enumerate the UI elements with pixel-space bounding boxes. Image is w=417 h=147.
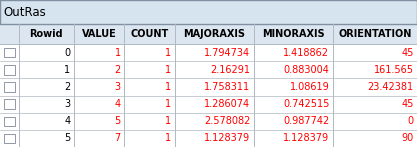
Text: 1: 1 <box>166 99 171 109</box>
Text: 2: 2 <box>64 82 70 92</box>
Bar <box>4 65 15 75</box>
Text: 1.758311: 1.758311 <box>204 82 251 92</box>
Text: 0.883004: 0.883004 <box>284 65 329 75</box>
Text: 3: 3 <box>64 99 70 109</box>
Text: 1: 1 <box>166 82 171 92</box>
Text: MAJORAXIS: MAJORAXIS <box>183 29 245 39</box>
Bar <box>4 82 15 92</box>
Text: MINORAXIS: MINORAXIS <box>262 29 324 39</box>
Text: Rowid: Rowid <box>30 29 63 39</box>
Text: 23.42381: 23.42381 <box>367 82 414 92</box>
Text: 0: 0 <box>64 48 70 58</box>
Bar <box>4 99 15 109</box>
Text: 1: 1 <box>166 116 171 126</box>
Text: 45: 45 <box>401 99 414 109</box>
Bar <box>0 113 417 130</box>
Text: 4: 4 <box>115 99 121 109</box>
Text: 1: 1 <box>64 65 70 75</box>
Bar <box>0 44 417 61</box>
Text: 5: 5 <box>115 116 121 126</box>
Text: 0: 0 <box>407 116 414 126</box>
Text: 7: 7 <box>115 133 121 143</box>
Bar <box>0 96 417 113</box>
Text: 1: 1 <box>166 65 171 75</box>
Text: ORIENTATION: ORIENTATION <box>338 29 412 39</box>
Text: 45: 45 <box>401 48 414 58</box>
Bar <box>0 61 417 78</box>
Text: 2: 2 <box>115 65 121 75</box>
Text: 2.16291: 2.16291 <box>211 65 251 75</box>
Bar <box>0 0 417 24</box>
Text: 2.578082: 2.578082 <box>204 116 251 126</box>
Text: VALUE: VALUE <box>82 29 116 39</box>
Text: 1: 1 <box>115 48 121 58</box>
Text: 90: 90 <box>402 133 414 143</box>
Text: 161.565: 161.565 <box>374 65 414 75</box>
Text: 1.286074: 1.286074 <box>204 99 251 109</box>
Bar <box>4 134 15 143</box>
Text: 1: 1 <box>166 48 171 58</box>
Bar <box>4 48 15 57</box>
Text: 3: 3 <box>115 82 121 92</box>
Text: 4: 4 <box>64 116 70 126</box>
Text: 1.08619: 1.08619 <box>290 82 329 92</box>
Text: 5: 5 <box>64 133 70 143</box>
Text: COUNT: COUNT <box>131 29 168 39</box>
Text: 1.794734: 1.794734 <box>204 48 251 58</box>
Bar <box>0 130 417 147</box>
Bar <box>0 24 417 44</box>
Text: 1: 1 <box>166 133 171 143</box>
Text: 1.418862: 1.418862 <box>284 48 329 58</box>
Text: 1.128379: 1.128379 <box>204 133 251 143</box>
Text: 1.128379: 1.128379 <box>283 133 329 143</box>
Text: 0.742515: 0.742515 <box>283 99 329 109</box>
Bar <box>0 78 417 96</box>
Text: 0.987742: 0.987742 <box>283 116 329 126</box>
Bar <box>4 117 15 126</box>
Text: OutRas: OutRas <box>3 6 46 19</box>
